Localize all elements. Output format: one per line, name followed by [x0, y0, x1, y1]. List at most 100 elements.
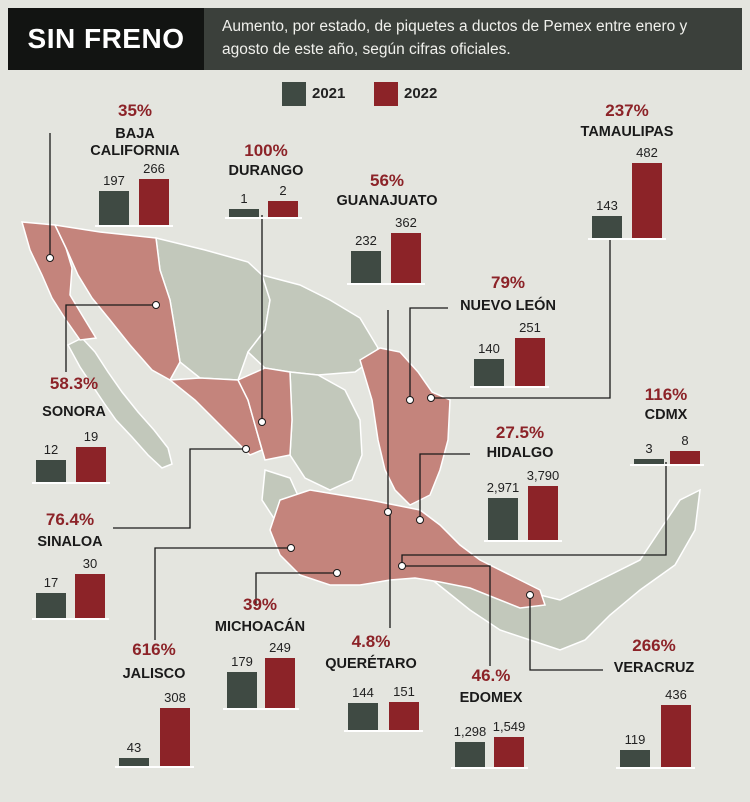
- state-name-michoacan: MICHOACÁN: [214, 619, 306, 635]
- value-label-2022-nuevo-leon: 251: [519, 320, 541, 335]
- bar-2021-hidalgo: [488, 498, 518, 540]
- bar-2021-jalisco: [119, 758, 149, 766]
- bar-2021-baja-california: [99, 191, 129, 225]
- other-states: [66, 237, 701, 651]
- leader-lines: [49, 133, 667, 671]
- value-label-2022-baja-california: 266: [143, 161, 165, 176]
- bar-2021-sonora: [36, 460, 66, 482]
- value-label-2021-durango: 1: [240, 191, 248, 206]
- location-dot-jalisco: [287, 544, 295, 552]
- state-name-durango: DURANGO: [228, 163, 304, 179]
- state-name-baja-california: BAJA CALIFORNIA: [90, 126, 180, 159]
- state-name-guanajuato: GUANAJUATO: [336, 193, 438, 209]
- value-label-2021-nuevo-leon: 140: [478, 341, 500, 356]
- value-label-2022-hidalgo: 3,790: [526, 468, 560, 483]
- pct-label-baja-california: 35%: [117, 101, 153, 120]
- leader-line-nuevo-leon: [409, 307, 448, 400]
- pct-label-jalisco: 616%: [132, 640, 176, 659]
- value-label-2021-jalisco: 43: [126, 740, 142, 755]
- state-name-jalisco: JALISCO: [122, 666, 186, 682]
- state-name-hidalgo: HIDALGO: [486, 445, 554, 461]
- tamaulipas-nl-shape: [359, 347, 451, 506]
- location-dot-durango: [258, 418, 266, 426]
- bar-2022-edomex: [494, 737, 524, 767]
- value-label-2022-durango: 2: [279, 183, 287, 198]
- state-name-veracruz: VERACRUZ: [613, 660, 695, 676]
- leader-line-tamaulipas: [431, 240, 611, 399]
- legend-label-2022: 2022: [404, 85, 438, 102]
- northeast-shape: [289, 371, 363, 491]
- location-dot-guanajuato: [384, 508, 392, 516]
- location-dot-michoacan: [333, 569, 341, 577]
- header-banner: SIN FRENO Aumento, por estado, de piquet…: [8, 8, 742, 70]
- value-label-2022-michoacan: 249: [269, 640, 291, 655]
- value-label-2021-tamaulipas: 143: [596, 198, 618, 213]
- bar-2022-sinaloa: [75, 574, 105, 618]
- location-dot-sonora: [152, 301, 160, 309]
- bar-baseline-sinaloa: [32, 618, 109, 620]
- bar-baseline-queretaro: [344, 730, 423, 732]
- coahuila-shape: [246, 273, 379, 376]
- bar-baseline-baja-california: [95, 225, 173, 227]
- location-dot-veracruz: [526, 591, 534, 599]
- value-label-2021-cdmx: 3: [645, 441, 653, 456]
- leader-line-veracruz: [529, 595, 603, 671]
- pct-label-nuevo-leon: 79%: [490, 273, 526, 292]
- value-label-2022-jalisco: 308: [164, 690, 186, 705]
- location-dot-sinaloa: [242, 445, 250, 453]
- value-label-2021-sonora: 12: [43, 442, 59, 457]
- value-label-2021-sinaloa: 17: [43, 575, 59, 590]
- state-name-cdmx: CDMX: [644, 407, 688, 423]
- bar-2022-michoacan: [265, 658, 295, 708]
- affected-states: [20, 221, 547, 609]
- bar-2022-cdmx: [670, 451, 700, 464]
- state-name-sinaloa: SINALOA: [37, 534, 103, 550]
- pct-label-michoacan: 39%: [242, 595, 278, 614]
- pct-label-sinaloa: 76.4%: [45, 510, 95, 529]
- pct-label-cdmx: 116%: [644, 385, 688, 404]
- bar-baseline-michoacan: [223, 708, 299, 710]
- page-title: SIN FRENO: [8, 8, 204, 70]
- bar-2022-sonora: [76, 447, 106, 482]
- bar-2022-baja-california: [139, 179, 169, 225]
- value-label-2022-queretaro: 151: [393, 684, 415, 699]
- leader-line-cdmx: [401, 462, 667, 566]
- bar-2022-hidalgo: [528, 486, 558, 540]
- value-label-2021-guanajuato: 232: [355, 233, 377, 248]
- value-label-2021-michoacan: 179: [231, 654, 253, 669]
- bar-baseline-cdmx: [630, 464, 704, 466]
- legend-swatch-2021: [282, 82, 306, 106]
- legend-label-2021: 2021: [312, 85, 346, 102]
- state-name-sonora: SONORA: [42, 404, 106, 420]
- value-label-2022-sinaloa: 30: [82, 556, 98, 571]
- baja-california-sur-shape: [66, 337, 173, 469]
- bar-baseline-sonora: [32, 482, 110, 484]
- location-dot-edomex: [398, 562, 406, 570]
- bar-2021-queretaro: [348, 703, 378, 730]
- value-label-2022-guanajuato: 362: [395, 215, 417, 230]
- value-label-2021-queretaro: 144: [352, 685, 374, 700]
- bar-2021-sinaloa: [36, 593, 66, 618]
- bar-2022-tamaulipas: [632, 163, 662, 238]
- state-name-edomex: EDOMEX: [459, 690, 523, 706]
- value-label-2021-hidalgo: 2,971: [486, 480, 520, 495]
- bar-baseline-edomex: [451, 767, 528, 769]
- durango-shape: [236, 367, 293, 461]
- value-label-2022-cdmx: 8: [681, 433, 689, 448]
- bar-2021-durango: [229, 209, 259, 217]
- leader-line-michoacan: [255, 572, 337, 606]
- location-dot-tamaulipas: [427, 394, 435, 402]
- bar-2021-michoacan: [227, 672, 257, 708]
- value-label-2022-edomex: 1,549: [492, 719, 526, 734]
- pct-label-sonora: 58.3%: [49, 374, 99, 393]
- bar-2021-guanajuato: [351, 251, 381, 283]
- value-label-2022-tamaulipas: 482: [636, 145, 658, 160]
- bar-2022-veracruz: [661, 705, 691, 767]
- pct-label-guanajuato: 56%: [369, 171, 405, 190]
- state-name-nuevo-leon: NUEVO LEÓN: [460, 298, 556, 314]
- leader-line-hidalgo: [419, 453, 470, 520]
- state-name-tamaulipas: TAMAULIPAS: [580, 124, 674, 140]
- pct-label-edomex: 46.%: [471, 666, 511, 685]
- bar-baseline-guanajuato: [347, 283, 425, 285]
